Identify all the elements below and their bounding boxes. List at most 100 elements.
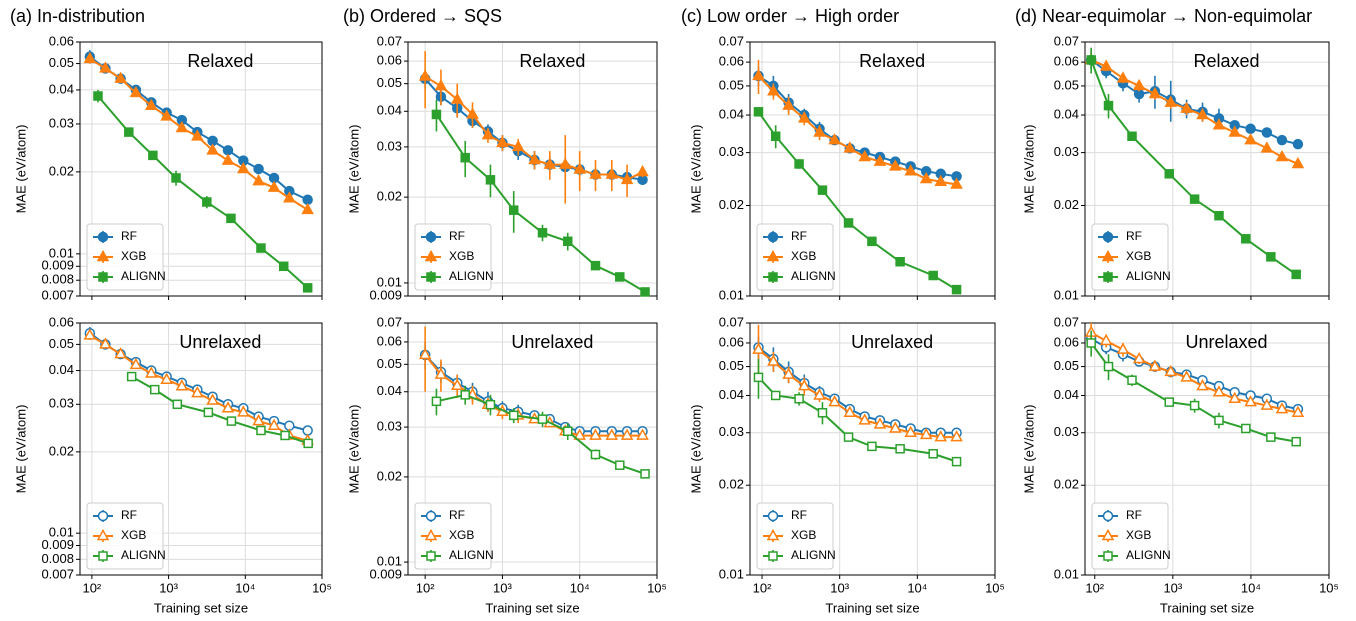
marker [221, 153, 235, 165]
marker [114, 347, 127, 359]
y-tick-label: 0.01 [377, 553, 402, 568]
legend-marker [96, 249, 110, 262]
x-tick-label: 10⁵ [647, 580, 667, 595]
y-tick-label: 0.04 [1054, 387, 1079, 402]
marker [237, 405, 250, 417]
marker [1127, 131, 1137, 142]
marker [1086, 55, 1096, 65]
marker [450, 92, 464, 104]
x-tick-label: 10⁴ [1241, 580, 1261, 595]
x-tick-label: 10⁴ [235, 580, 255, 595]
marker [615, 272, 625, 282]
marker [460, 152, 470, 163]
legend-label: RF [121, 508, 137, 522]
marker [267, 180, 281, 192]
y-tick-label: 0.007 [41, 287, 74, 302]
y-tick-label: 0.04 [49, 81, 74, 96]
y-tick-label: 0.03 [377, 419, 402, 434]
marker [191, 386, 204, 398]
y-tick-label: 0.01 [719, 287, 744, 302]
axes-frame [1084, 322, 1330, 576]
axes-frame [1084, 41, 1330, 297]
marker [1180, 101, 1193, 113]
marker [895, 257, 905, 267]
annotation: Relaxed [1193, 51, 1259, 71]
legend-label: XGB [449, 249, 474, 263]
y-tick-label: 0.009 [369, 566, 402, 581]
legend-label: XGB [121, 528, 146, 542]
legend-label: XGB [1126, 528, 1151, 542]
marker [1292, 138, 1304, 150]
y-tick-label: 0.05 [719, 358, 744, 373]
marker [858, 413, 871, 425]
x-tick-label: 10² [416, 580, 435, 595]
marker [782, 98, 795, 110]
marker [813, 125, 826, 137]
y-tick-label: 0.03 [719, 424, 744, 439]
y-tick-label: 0.007 [41, 566, 74, 581]
panel-title: (a) In-distribution [10, 6, 145, 26]
y-tick-label: 0.02 [377, 189, 402, 204]
y-tick-label: 0.06 [719, 334, 744, 349]
y-tick-label: 0.06 [1054, 54, 1079, 69]
marker [867, 236, 877, 247]
legend-marker [1103, 272, 1113, 282]
marker [620, 428, 634, 440]
marker [1099, 333, 1113, 346]
series-line [757, 346, 957, 434]
y-tick-label: 0.03 [719, 144, 744, 159]
marker [149, 384, 160, 395]
y-tick-label: 0.05 [49, 336, 74, 351]
marker [1245, 123, 1256, 135]
y-tick-label: 0.04 [719, 106, 744, 121]
marker [511, 139, 525, 152]
marker [1275, 149, 1289, 162]
marker [191, 129, 204, 141]
marker [221, 401, 235, 413]
marker [1244, 133, 1257, 145]
marker [99, 61, 112, 73]
x-tick-label: 10⁵ [985, 580, 1005, 595]
marker [782, 367, 795, 379]
marker [301, 202, 314, 215]
marker [267, 418, 281, 430]
marker [770, 131, 781, 142]
marker [145, 366, 158, 378]
y-tick-label: 0.05 [1054, 77, 1079, 92]
axes-frame [79, 41, 323, 297]
marker [828, 133, 841, 145]
y-tick-label: 0.02 [1054, 197, 1079, 212]
y-tick-label: 0.02 [49, 163, 74, 178]
marker [481, 128, 495, 140]
marker [895, 444, 905, 454]
marker [1260, 398, 1274, 410]
marker [1164, 364, 1178, 377]
marker [752, 68, 765, 81]
x-tick-label: 10³ [159, 580, 178, 595]
axes-frame [749, 41, 996, 297]
marker [873, 417, 887, 429]
marker [753, 107, 764, 117]
legend-marker [98, 551, 108, 561]
legend-label: RF [791, 229, 807, 243]
series-line [757, 75, 957, 178]
marker [450, 378, 464, 391]
marker [843, 405, 857, 418]
marker [256, 243, 266, 253]
y-tick-label: 0.01 [719, 566, 744, 581]
legend-marker [1101, 528, 1115, 541]
marker [798, 111, 811, 123]
marker [83, 328, 97, 340]
marker [1148, 86, 1162, 99]
marker [1132, 351, 1146, 364]
legend: RF XGB ALIGNN [414, 502, 494, 570]
marker [919, 427, 933, 440]
marker [171, 173, 181, 183]
y-tick-label: 0.05 [377, 75, 402, 90]
x-axis-label: Training set size [1160, 600, 1254, 615]
marker [1103, 361, 1114, 372]
legend-label: XGB [791, 249, 816, 263]
annotation: Relaxed [519, 51, 585, 71]
marker [1214, 415, 1224, 426]
